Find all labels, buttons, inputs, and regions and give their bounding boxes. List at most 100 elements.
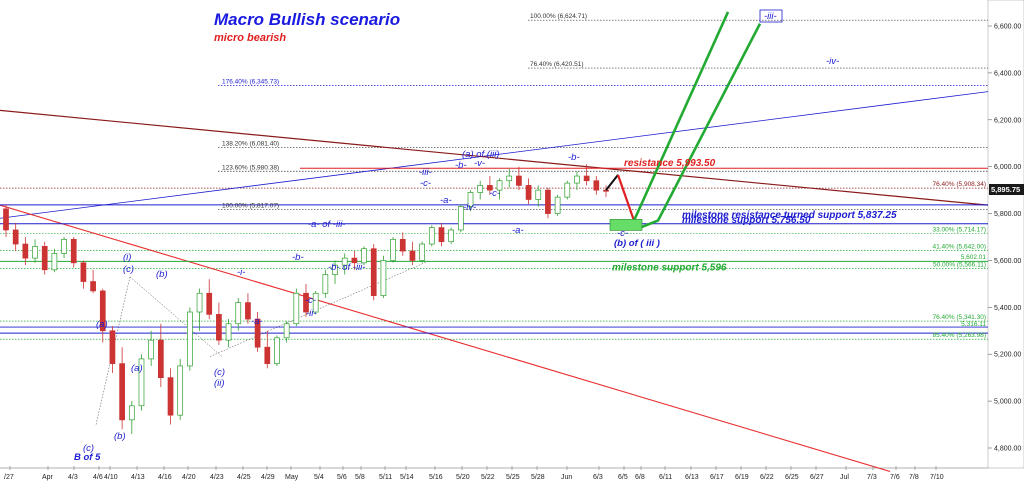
time-tick-label: 4/29	[261, 474, 275, 481]
c-target-box	[609, 219, 643, 231]
candle-body	[428, 227, 435, 245]
candle-body	[419, 243, 425, 261]
candle-body	[496, 180, 503, 191]
candle-body	[225, 323, 232, 341]
candle-body	[187, 311, 193, 367]
price-tick-label: 4,800.00	[994, 446, 1021, 453]
wave-label: (c)	[214, 367, 225, 378]
candle-body	[119, 363, 125, 421]
candle-body	[128, 405, 135, 421]
wave-label: -a- of -iii-	[308, 219, 345, 230]
candle-body	[70, 238, 77, 264]
time-tick-label: 5/8	[355, 474, 365, 481]
time-tick-label: 6/13	[685, 474, 699, 481]
candle-body	[167, 377, 174, 416]
time-tick-label: 5/4	[314, 474, 324, 481]
candle-body	[380, 260, 387, 296]
time-tick-label: 5/22	[481, 474, 495, 481]
candle-body	[293, 292, 300, 325]
candle-body	[554, 196, 561, 214]
wave-label-box	[759, 9, 783, 23]
wave-label: -i-	[237, 267, 245, 278]
fib-label: 138.20% (6,081.40)	[222, 141, 279, 148]
rising-blue-trendline	[0, 91, 989, 219]
price-tick-label: 6,600.00	[994, 24, 1021, 31]
candle-body	[535, 189, 542, 200]
time-tick-label: 4/20	[182, 474, 196, 481]
candle-body	[90, 281, 96, 292]
candle-body	[216, 314, 222, 341]
candle-body	[274, 337, 280, 364]
candle-body	[61, 238, 67, 254]
wave-label: -c-	[489, 188, 500, 199]
fib-label: 100.00% (5,817.07)	[222, 203, 279, 210]
wave-label: (c)	[123, 264, 134, 275]
milestone-label: resistance 5,993.50	[624, 158, 716, 169]
candle-body	[22, 243, 29, 259]
falling-resistance-trendline	[0, 109, 989, 206]
fib-label: 33.00% (5,714.17)	[933, 227, 986, 234]
candle-body	[361, 248, 367, 264]
candle-body	[332, 264, 338, 275]
candle-body	[438, 227, 445, 243]
candle-body	[525, 185, 532, 200]
wave-label: (b) of ( iii )	[614, 238, 660, 249]
candle-body	[399, 238, 406, 252]
axis-layer: 4,800.00 5,000.00 5,200.00 5,400.00 5,600.00…	[4, 24, 1021, 482]
candle-body	[51, 253, 58, 271]
milestone-label: milestone support 5,756.50	[682, 215, 811, 226]
time-tick-label: 6/22	[760, 474, 774, 481]
wave-label: B of 5	[74, 452, 101, 463]
last-price-label: 5,895.75	[991, 185, 1020, 194]
time-tick-label: 5/20	[456, 474, 470, 481]
candle-body	[303, 292, 309, 313]
fib-label: 76.40% (5,908.34)	[933, 181, 986, 188]
candle-body	[564, 182, 571, 198]
wave-label: (ii)	[214, 378, 225, 389]
candle-body	[506, 175, 513, 182]
wave-label: (i)	[123, 252, 131, 263]
time-tick-label: 4/25	[237, 474, 251, 481]
grid-layer	[0, 19, 988, 340]
milestone-label: milestone resistance turned support 5,83…	[682, 210, 897, 221]
time-tick-label: 5/25	[506, 474, 520, 481]
price-axis-panel	[987, 0, 1024, 469]
wave-label: -b-	[455, 160, 467, 171]
wave-label: -iii-	[764, 11, 777, 22]
candle-body	[148, 339, 155, 360]
time-tick-label: 4/10	[104, 474, 118, 481]
time-tick-label: 4/23	[210, 474, 224, 481]
time-tick-label: /27	[4, 474, 14, 481]
wave-label: -a-	[251, 316, 263, 327]
candle-body	[80, 262, 87, 282]
trend-lines-layer	[0, 91, 989, 472]
time-tick-label: 6/27	[810, 474, 824, 481]
candle-body	[390, 238, 396, 261]
candle-body	[409, 250, 416, 261]
wave-label: -c-	[420, 178, 431, 189]
time-tick-label: 4/3	[68, 474, 78, 481]
price-marker: 5,602.01	[961, 254, 987, 261]
fib-label: 176.40% (6,345.73)	[222, 79, 279, 86]
candle-body	[12, 229, 19, 245]
candle-body	[351, 257, 358, 264]
time-tick-label: 4/13	[131, 474, 145, 481]
candle-body	[254, 318, 261, 348]
time-tick-label: 5/16	[429, 474, 443, 481]
time-tick-label: 7/8	[909, 474, 919, 481]
candle-body	[322, 274, 329, 294]
fib-label: 123.60% (5,980.38)	[222, 164, 279, 171]
fib-label: 76.40% (6,420.51)	[530, 61, 583, 68]
candle-body	[32, 246, 38, 259]
candle-body	[457, 206, 464, 231]
candle-body	[235, 302, 242, 325]
time-tick-label: Jul	[840, 474, 849, 481]
candle-body	[206, 292, 213, 315]
wave-label: (b)	[156, 269, 168, 280]
fib-label: 85.40% (5,263.98)	[933, 332, 986, 339]
wave-label: (a) of (iii)	[462, 149, 499, 160]
time-tick-label: 4/6	[93, 474, 103, 481]
price-marker: 5,316.11	[961, 321, 986, 328]
candle-body	[545, 189, 551, 214]
